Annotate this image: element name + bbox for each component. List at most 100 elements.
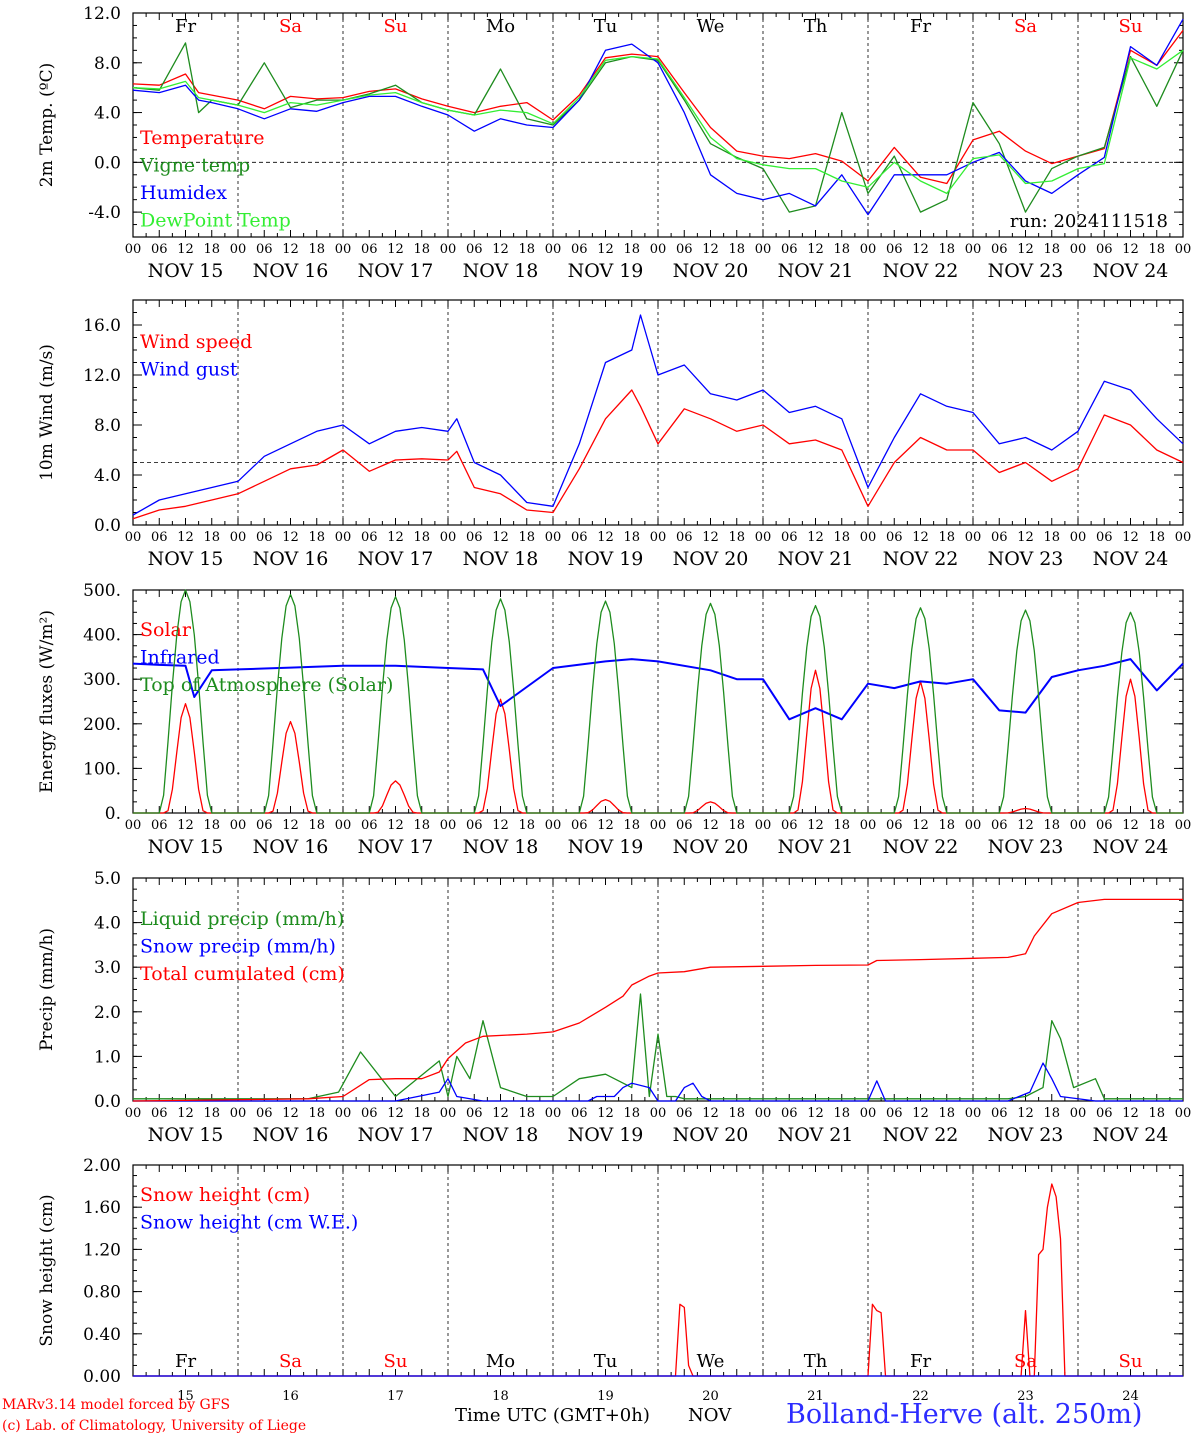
date-label: NOV 17 bbox=[358, 836, 434, 858]
hour-tick-label: 18 bbox=[833, 242, 850, 257]
hour-tick-label: 00 bbox=[860, 242, 877, 257]
hour-tick-label: 00 bbox=[965, 530, 982, 545]
y-tick-label: 500. bbox=[83, 581, 121, 601]
y-tick-label: 12.0 bbox=[83, 366, 121, 386]
hour-tick-label: 06 bbox=[256, 242, 273, 257]
hour-tick-label: 06 bbox=[256, 818, 273, 833]
date-label: NOV 16 bbox=[253, 548, 329, 570]
hour-tick-label: 06 bbox=[361, 1106, 378, 1121]
hour-tick-label: 00 bbox=[440, 530, 457, 545]
y-tick-label: 0.0 bbox=[94, 153, 121, 173]
y-tick-label: 1.60 bbox=[83, 1198, 121, 1218]
hour-tick-label: 00 bbox=[1070, 530, 1087, 545]
hour-tick-label: 12 bbox=[1017, 242, 1034, 257]
legend-entry: Humidex bbox=[140, 182, 227, 204]
hour-tick-label: 00 bbox=[230, 242, 247, 257]
hour-tick-label: 18 bbox=[833, 1106, 850, 1121]
y-tick-label: 4.0 bbox=[94, 466, 121, 486]
y-tick-label: 3.0 bbox=[94, 958, 121, 978]
y-tick-label: 1.20 bbox=[83, 1240, 121, 1260]
y-tick-label: 1.0 bbox=[94, 1047, 121, 1067]
hour-tick-label: 18 bbox=[518, 1106, 535, 1121]
date-label: NOV 17 bbox=[358, 1124, 434, 1146]
hour-tick-label: 00 bbox=[440, 818, 457, 833]
date-label: NOV 18 bbox=[463, 1124, 539, 1146]
hour-tick-label: 18 bbox=[1148, 1106, 1165, 1121]
hour-tick-label: 18 bbox=[1043, 242, 1060, 257]
hour-tick-label: 06 bbox=[571, 530, 588, 545]
hour-tick-label: 06 bbox=[466, 1106, 483, 1121]
day-name-label: Su bbox=[1119, 16, 1143, 37]
hour-tick-label: 12 bbox=[1122, 1106, 1139, 1121]
hour-tick-label: 12 bbox=[387, 242, 404, 257]
hour-tick-label: 12 bbox=[807, 1106, 824, 1121]
hour-tick-label: 12 bbox=[177, 818, 194, 833]
day-number-label: 16 bbox=[282, 1389, 299, 1404]
hour-tick-label: 00 bbox=[755, 1106, 772, 1121]
y-tick-label: 4.0 bbox=[94, 914, 121, 934]
hour-tick-label: 18 bbox=[1148, 818, 1165, 833]
hour-tick-label: 06 bbox=[991, 818, 1008, 833]
date-label: NOV 19 bbox=[568, 836, 644, 858]
hour-tick-label: 12 bbox=[387, 530, 404, 545]
hour-tick-label: 00 bbox=[650, 242, 667, 257]
legend-entry: Snow precip (mm/h) bbox=[140, 936, 336, 958]
date-label: NOV 20 bbox=[673, 260, 749, 282]
hour-tick-label: 18 bbox=[203, 818, 220, 833]
hour-tick-label: 12 bbox=[702, 242, 719, 257]
hour-tick-label: 06 bbox=[571, 1106, 588, 1121]
hour-tick-label: 12 bbox=[387, 818, 404, 833]
date-label: NOV 23 bbox=[988, 1124, 1064, 1146]
hour-tick-label: 06 bbox=[151, 818, 168, 833]
hour-tick-label: 12 bbox=[282, 1106, 299, 1121]
hour-tick-label: 06 bbox=[781, 818, 798, 833]
hour-tick-label: 18 bbox=[938, 530, 955, 545]
hour-tick-label: 18 bbox=[308, 242, 325, 257]
hour-tick-label: 18 bbox=[728, 530, 745, 545]
hour-tick-label: 06 bbox=[466, 818, 483, 833]
hour-tick-label: 06 bbox=[886, 1106, 903, 1121]
y-tick-label: 16.0 bbox=[83, 316, 121, 336]
y-axis-label: 10m Wind (m/s) bbox=[37, 344, 57, 481]
hour-tick-label: 00 bbox=[335, 242, 352, 257]
date-label: NOV 19 bbox=[568, 260, 644, 282]
y-axis-label: 2m Temp. (ºC) bbox=[37, 63, 57, 188]
day-name-label: We bbox=[697, 1351, 725, 1372]
date-label: NOV 15 bbox=[148, 836, 224, 858]
hour-tick-label: 18 bbox=[518, 818, 535, 833]
day-name-label: Fr bbox=[910, 1351, 931, 1372]
hour-tick-label: 00 bbox=[860, 1106, 877, 1121]
hour-tick-label: 06 bbox=[1096, 242, 1113, 257]
legend-entry: Vigne temp bbox=[139, 155, 250, 177]
hour-tick-label: 00 bbox=[335, 818, 352, 833]
hour-tick-label: 12 bbox=[912, 1106, 929, 1121]
hour-tick-label: 06 bbox=[256, 1106, 273, 1121]
hour-tick-label: 00 bbox=[545, 530, 562, 545]
legend-entry: DewPoint Temp bbox=[140, 210, 291, 232]
hour-tick-label: 00 bbox=[860, 818, 877, 833]
hour-tick-label: 12 bbox=[597, 530, 614, 545]
hour-tick-label: 00 bbox=[650, 530, 667, 545]
hour-tick-label: 18 bbox=[623, 818, 640, 833]
hour-tick-label: 00 bbox=[335, 530, 352, 545]
meteogram-chart: -4.0 0.0 4.0 8.0 12.0 2m Temp. (ºC) 00 06 12 18 NO… bbox=[37, 4, 1191, 1404]
hour-tick-label: 06 bbox=[571, 818, 588, 833]
hour-tick-label: 06 bbox=[991, 530, 1008, 545]
hour-tick-label: 12 bbox=[282, 530, 299, 545]
copyright-credit: (c) Lab. of Climatology, University of L… bbox=[2, 1418, 307, 1434]
hour-tick-label: 18 bbox=[518, 530, 535, 545]
date-label: NOV 22 bbox=[883, 1124, 959, 1146]
date-label: NOV 20 bbox=[673, 548, 749, 570]
day-name-label: Fr bbox=[910, 16, 931, 37]
date-label: NOV 23 bbox=[988, 548, 1064, 570]
hour-tick-label: 18 bbox=[623, 242, 640, 257]
hour-tick-label: 06 bbox=[361, 242, 378, 257]
legend-entry: Total cumulated (cm) bbox=[140, 963, 345, 985]
y-tick-label: 2.00 bbox=[83, 1156, 121, 1176]
hour-tick-label: 12 bbox=[912, 530, 929, 545]
y-tick-label: 0.0 bbox=[94, 1092, 121, 1112]
series-line bbox=[133, 1062, 1183, 1102]
hour-tick-label: 18 bbox=[623, 530, 640, 545]
y-axis-label: Snow height (cm) bbox=[37, 1194, 57, 1346]
